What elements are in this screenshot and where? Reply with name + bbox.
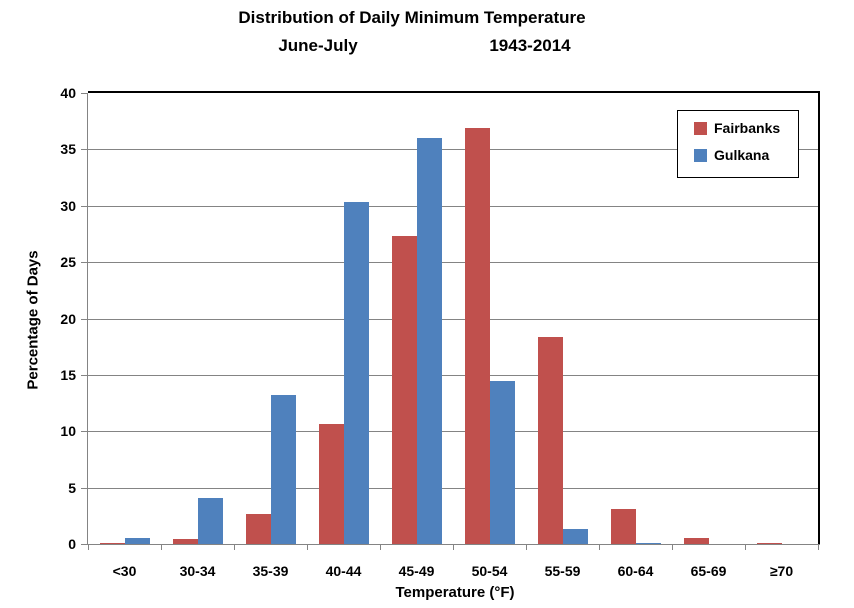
x-tick-label-6: 55-59 [544,563,581,579]
x-tick-label-0: <30 [112,563,137,579]
chart-subtitle: June-July 1943-2014 [0,36,854,58]
legend: Fairbanks Gulkana [677,110,799,178]
bar-gulkana-1 [198,498,223,544]
y-axis-line [87,93,88,544]
legend-label-gulkana: Gulkana [714,147,770,163]
plot-border-top [88,91,820,93]
x-tick-label-3: 40-44 [325,563,362,579]
y-tick-label-15: 15 [60,367,76,383]
x-axis-title: Temperature (°F) [395,584,515,601]
y-tick-mark-30 [81,206,88,207]
bar-fairbanks-1 [173,539,198,544]
y-tick-label-10: 10 [60,423,76,439]
bar-fairbanks-8 [684,538,709,544]
x-tick-label-8: 65-69 [690,563,727,579]
gridline-10 [88,431,818,432]
bar-fairbanks-6 [538,337,563,544]
legend-item-gulkana: Gulkana [694,147,798,163]
bar-fairbanks-7 [611,509,636,544]
x-tick-mark-6 [526,545,527,550]
fairbanks-series-swatch-icon [694,121,707,135]
y-tick-mark-35 [81,149,88,150]
bar-fairbanks-0 [100,543,125,544]
gridline-25 [88,262,818,263]
y-tick-mark-15 [81,375,88,376]
y-tick-label-35: 35 [60,141,76,157]
x-tick-mark-1 [161,545,162,550]
gulkana-series-swatch-icon [694,148,707,162]
x-tick-label-2: 35-39 [252,563,289,579]
gridline-5 [88,488,818,489]
chart-subtitle-period: June-July [278,36,358,55]
y-tick-label-0: 0 [68,536,76,552]
legend-label-fairbanks: Fairbanks [714,120,781,136]
bar-gulkana-2 [271,395,296,544]
bar-gulkana-7 [636,543,661,544]
gridline-35 [88,149,818,150]
bar-gulkana-4 [417,138,442,544]
y-tick-mark-5 [81,488,88,489]
gridline-30 [88,206,818,207]
bar-fairbanks-9 [757,543,782,544]
gridline-20 [88,319,818,320]
gridline-15 [88,375,818,376]
x-axis-line [88,544,820,545]
bar-fairbanks-3 [319,424,344,544]
y-tick-label-20: 20 [60,311,76,327]
y-tick-label-40: 40 [60,85,76,101]
y-tick-label-30: 30 [60,198,76,214]
y-tick-label-25: 25 [60,254,76,270]
bar-gulkana-3 [344,202,369,544]
y-tick-mark-20 [81,319,88,320]
x-tick-mark-8 [672,545,673,550]
x-tick-label-1: 30-34 [179,563,216,579]
legend-item-fairbanks: Fairbanks [694,120,798,136]
bar-fairbanks-4 [392,236,417,544]
x-tick-mark-5 [453,545,454,550]
plot-border-right [818,91,820,544]
bar-fairbanks-2 [246,514,271,544]
y-tick-mark-0 [81,544,88,545]
x-tick-label-5: 50-54 [471,563,508,579]
x-tick-mark-3 [307,545,308,550]
y-tick-mark-25 [81,262,88,263]
bar-gulkana-0 [125,538,150,544]
x-tick-mark-10 [818,545,819,550]
bar-gulkana-5 [490,381,515,544]
x-tick-mark-9 [745,545,746,550]
x-tick-mark-2 [234,545,235,550]
bar-gulkana-6 [563,529,588,544]
x-tick-mark-0 [88,545,89,550]
y-tick-mark-40 [81,93,88,94]
bar-fairbanks-5 [465,128,490,544]
y-tick-mark-10 [81,431,88,432]
x-tick-label-9: ≥70 [769,563,794,579]
x-tick-mark-7 [599,545,600,550]
y-tick-label-5: 5 [68,480,76,496]
x-tick-label-4: 45-49 [398,563,435,579]
chart-title: Distribution of Daily Minimum Temperatur… [238,8,586,27]
x-tick-label-7: 60-64 [617,563,654,579]
chart-subtitle-years: 1943-2014 [489,36,571,55]
x-tick-mark-4 [380,545,381,550]
